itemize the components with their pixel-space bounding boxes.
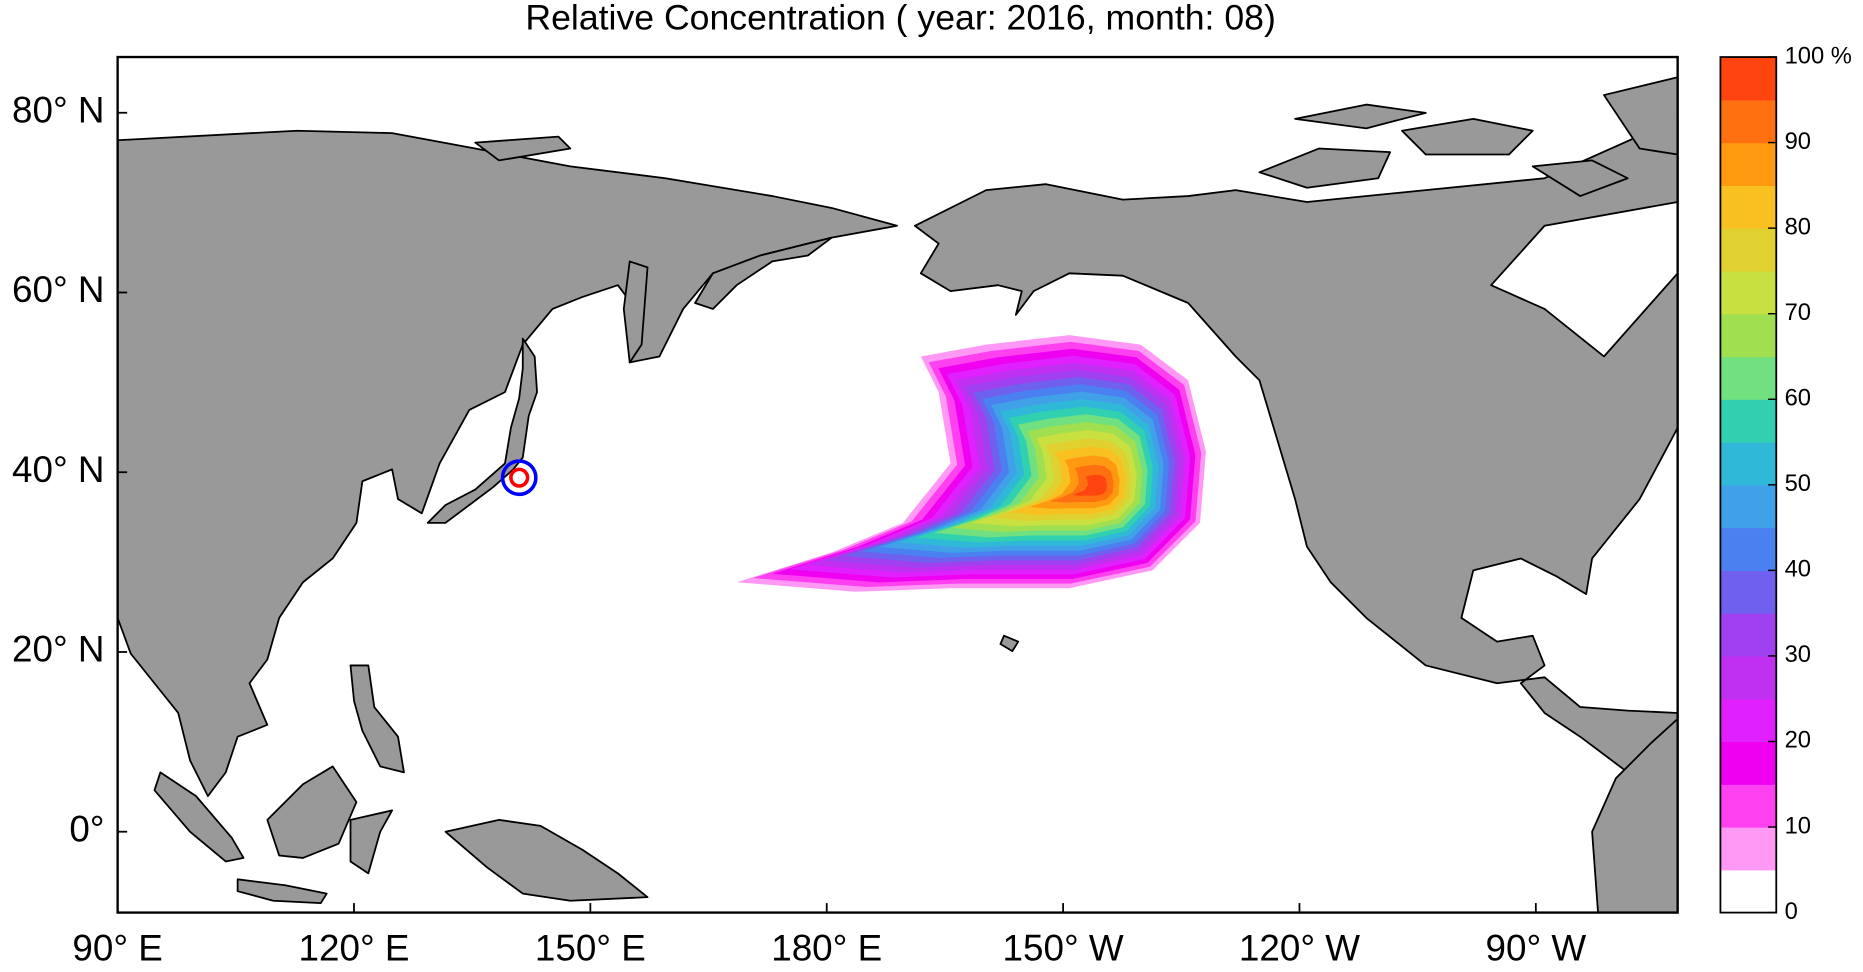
title: Relative Concentration ( year: 2016, mon… <box>525 0 1275 38</box>
colorbar-tick-label: 80 <box>1785 213 1811 240</box>
colorbar-tick-label: 40 <box>1785 556 1811 583</box>
greenland-edge <box>1603 76 1679 156</box>
colorbar-tick-label: 0 <box>1785 898 1798 925</box>
sulawesi <box>349 809 393 875</box>
plume <box>736 335 1206 592</box>
new-guinea <box>444 819 649 902</box>
colorbar-tick-label: 10 <box>1785 812 1811 839</box>
colorbar-band <box>1720 527 1777 571</box>
colorbar: 0 10 20 30 40 50 60 70 80 90 100 % <box>1720 42 1852 925</box>
lon-tick-label: 150° W <box>1003 927 1124 968</box>
lat-tick-label: 60° N <box>12 269 105 310</box>
colorbar-tick-label: 90 <box>1785 128 1811 155</box>
colorbar-band <box>1720 313 1777 358</box>
hawaii <box>999 634 1020 653</box>
java <box>236 878 328 904</box>
colorbar-tick-label: 60 <box>1785 385 1811 412</box>
lat-tick-label: 80° N <box>12 89 105 130</box>
colorbar-tick-label: 20 <box>1785 727 1811 754</box>
colorbar-band <box>1720 655 1777 700</box>
sumatra <box>153 771 245 863</box>
sakhalin <box>622 260 649 364</box>
colorbar-tick-label: 70 <box>1785 299 1811 326</box>
land <box>116 76 1679 914</box>
axes: 90° E 120° E 150° E 180° E 150° W 120° W 90° W… <box>12 89 1586 968</box>
asia <box>116 129 898 798</box>
lon-tick-label: 120° E <box>299 927 410 968</box>
japan <box>426 337 538 524</box>
colorbar-band <box>1720 185 1777 229</box>
colorbar-tick-label: 100 % <box>1785 42 1852 69</box>
kamchatka <box>694 236 833 310</box>
colorbar-band <box>1720 613 1777 657</box>
colorbar-band <box>1720 784 1777 828</box>
colorbar-frame <box>1719 56 1778 914</box>
colorbar-band <box>1720 741 1777 785</box>
lat-tick-label: 40° N <box>12 449 105 490</box>
lat-tick-label: 20° N <box>12 629 105 670</box>
lat-tick-label: 0° <box>69 808 104 849</box>
philippines <box>349 664 405 774</box>
arctic-islands-3 <box>1294 103 1427 130</box>
lon-tick-label: 150° E <box>535 927 646 968</box>
colorbar-band <box>1720 356 1777 400</box>
colorbar-band <box>1720 99 1777 144</box>
colorbar-band <box>1720 142 1777 186</box>
colorbar-band <box>1720 442 1777 486</box>
plume-level <box>1072 474 1107 496</box>
arctic-islands-1 <box>1258 147 1392 189</box>
lon-tick-label: 180° E <box>771 927 882 968</box>
lon-tick-label: 90° E <box>72 927 162 968</box>
map-frame <box>116 55 1679 914</box>
colorbar-band <box>1720 57 1777 101</box>
colorbar-band <box>1720 484 1777 529</box>
siberia-islands <box>474 135 572 162</box>
colorbar-band <box>1720 228 1777 272</box>
source-circle-outer <box>500 459 538 497</box>
colorbar-band <box>1720 270 1777 315</box>
lon-tick-label: 90° W <box>1485 927 1586 968</box>
source-circle-inner <box>509 467 530 488</box>
colorbar-tick-label: 50 <box>1785 470 1811 497</box>
borneo <box>266 765 358 859</box>
arctic-islands-2 <box>1401 117 1534 156</box>
colorbar-band <box>1720 399 1777 443</box>
colorbar-tick-label: 30 <box>1785 641 1811 668</box>
colorbar-band <box>1720 570 1777 614</box>
colorbar-band <box>1720 869 1777 914</box>
arctic-islands-4 <box>1531 159 1629 197</box>
lon-tick-label: 120° W <box>1239 927 1360 968</box>
colorbar-band <box>1720 698 1777 743</box>
colorbar-band <box>1720 827 1777 871</box>
